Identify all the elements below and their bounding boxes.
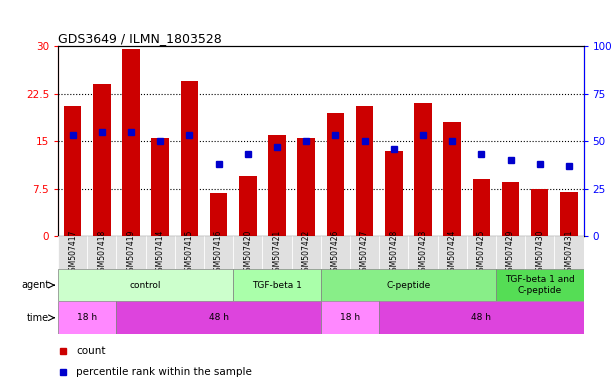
Text: agent: agent xyxy=(21,280,49,290)
Text: GSM507423: GSM507423 xyxy=(419,229,428,276)
Bar xyxy=(408,236,437,269)
Bar xyxy=(327,113,344,236)
Bar xyxy=(531,189,549,236)
Bar xyxy=(379,301,584,334)
Bar xyxy=(145,236,175,269)
Text: GSM507425: GSM507425 xyxy=(477,229,486,276)
Bar xyxy=(321,236,350,269)
Bar xyxy=(496,236,525,269)
Text: count: count xyxy=(76,346,106,356)
Text: GSM507420: GSM507420 xyxy=(243,229,252,276)
Bar xyxy=(437,236,467,269)
Bar xyxy=(152,138,169,236)
Bar xyxy=(87,236,117,269)
Text: GSM507421: GSM507421 xyxy=(273,229,282,276)
Bar xyxy=(554,236,584,269)
Bar xyxy=(356,106,373,236)
Bar xyxy=(350,236,379,269)
Text: GSM507429: GSM507429 xyxy=(506,229,515,276)
Bar xyxy=(117,236,145,269)
Text: GSM507427: GSM507427 xyxy=(360,229,369,276)
Text: GSM507426: GSM507426 xyxy=(331,229,340,276)
Bar xyxy=(268,135,286,236)
Text: percentile rank within the sample: percentile rank within the sample xyxy=(76,367,252,377)
Bar xyxy=(321,269,496,301)
Text: GSM507430: GSM507430 xyxy=(535,229,544,276)
Bar xyxy=(233,269,321,301)
Bar xyxy=(560,192,577,236)
Text: TGF-beta 1: TGF-beta 1 xyxy=(252,281,302,290)
Text: GSM507431: GSM507431 xyxy=(565,229,573,276)
Bar xyxy=(58,269,233,301)
Bar xyxy=(233,236,262,269)
Bar xyxy=(525,236,554,269)
Bar xyxy=(414,103,432,236)
Bar xyxy=(467,236,496,269)
Text: GSM507428: GSM507428 xyxy=(389,229,398,276)
Bar xyxy=(64,106,81,236)
Bar xyxy=(117,301,321,334)
Text: C-peptide: C-peptide xyxy=(386,281,431,290)
Text: GSM507414: GSM507414 xyxy=(156,229,165,276)
Bar xyxy=(385,151,403,236)
Bar xyxy=(181,81,198,236)
Bar xyxy=(58,301,117,334)
Bar xyxy=(58,236,87,269)
Bar xyxy=(444,122,461,236)
Bar xyxy=(262,236,291,269)
Bar xyxy=(204,236,233,269)
Bar xyxy=(93,84,111,236)
Text: 18 h: 18 h xyxy=(340,313,360,322)
Bar xyxy=(291,236,321,269)
Text: GSM507422: GSM507422 xyxy=(302,229,310,276)
Bar xyxy=(298,138,315,236)
Bar xyxy=(210,193,227,236)
Text: GSM507419: GSM507419 xyxy=(126,229,136,276)
Bar xyxy=(239,176,257,236)
Text: 18 h: 18 h xyxy=(77,313,97,322)
Text: time: time xyxy=(27,313,49,323)
Bar xyxy=(502,182,519,236)
Bar xyxy=(175,236,204,269)
Text: 48 h: 48 h xyxy=(471,313,491,322)
Bar xyxy=(379,236,408,269)
Bar xyxy=(321,301,379,334)
Text: GSM507418: GSM507418 xyxy=(97,229,106,276)
Bar xyxy=(122,49,140,236)
Text: GSM507416: GSM507416 xyxy=(214,229,223,276)
Bar xyxy=(496,269,584,301)
Bar xyxy=(472,179,490,236)
Text: GSM507417: GSM507417 xyxy=(68,229,77,276)
Text: GSM507415: GSM507415 xyxy=(185,229,194,276)
Text: GDS3649 / ILMN_1803528: GDS3649 / ILMN_1803528 xyxy=(58,32,222,45)
Text: GSM507424: GSM507424 xyxy=(448,229,456,276)
Text: control: control xyxy=(130,281,161,290)
Text: 48 h: 48 h xyxy=(208,313,229,322)
Text: TGF-beta 1 and
C-peptide: TGF-beta 1 and C-peptide xyxy=(505,275,574,295)
